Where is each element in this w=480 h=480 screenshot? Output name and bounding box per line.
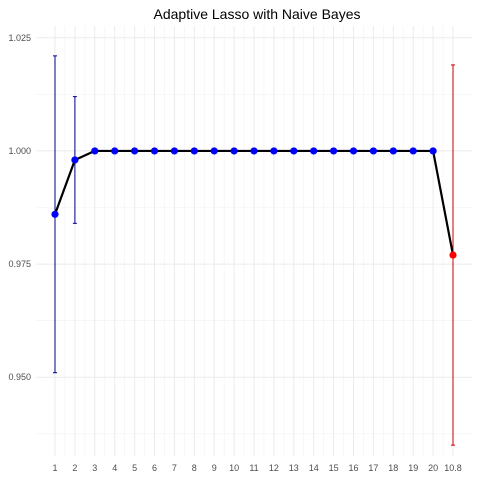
data-point [150,147,159,155]
y-tick-label: 0.950 [8,372,31,382]
x-tick-label: 10.8 [444,463,462,473]
data-point [210,147,218,155]
y-axis-ticks: 0.950 0.975 1.000 1.025 [8,33,31,382]
data-point [270,147,278,155]
x-axis-ticks: 1 2 3 4 5 6 7 8 9 10 11 12 13 14 15 16 17 18 19 20 10.8 [52,463,461,473]
data-point [131,147,139,155]
x-tick-label: 9 [212,463,217,473]
data-point [349,147,358,155]
x-tick-label: 5 [132,463,137,473]
x-tick-label: 4 [112,463,117,473]
x-tick-label: 20 [428,463,438,473]
x-tick-label: 8 [192,463,197,473]
data-point [51,210,59,218]
data-point [250,147,258,155]
data-point [71,156,79,164]
grid [36,26,472,456]
x-tick-label: 2 [72,463,77,473]
x-tick-label: 1 [52,463,57,473]
x-tick-label: 14 [309,463,319,473]
y-tick-label: 1.000 [8,146,31,156]
data-point [111,147,119,155]
data-point [330,147,338,155]
data-point [290,147,298,155]
x-tick-label: 12 [269,463,279,473]
data-point [310,147,318,155]
y-tick-label: 0.975 [8,259,31,269]
data-point [389,147,397,155]
data-point [91,147,99,155]
data-point [449,251,457,259]
x-tick-label: 18 [388,463,398,473]
x-tick-label: 16 [348,463,358,473]
data-point [429,147,437,155]
x-tick-label: 19 [408,463,418,473]
data-point [190,147,198,155]
data-point [369,147,377,155]
data-point [170,147,178,155]
data-point [230,147,238,155]
x-tick-label: 15 [329,463,339,473]
x-tick-label: 7 [172,463,177,473]
data-points [51,147,457,259]
x-tick-label: 10 [229,463,239,473]
data-point [409,147,417,155]
x-tick-label: 6 [152,463,157,473]
chart-title: Adaptive Lasso with Naive Bayes [154,6,361,22]
x-tick-label: 17 [368,463,378,473]
x-tick-label: 11 [249,463,258,473]
x-tick-label: 3 [92,463,97,473]
x-tick-label: 13 [289,463,299,473]
y-tick-label: 1.025 [8,33,31,43]
